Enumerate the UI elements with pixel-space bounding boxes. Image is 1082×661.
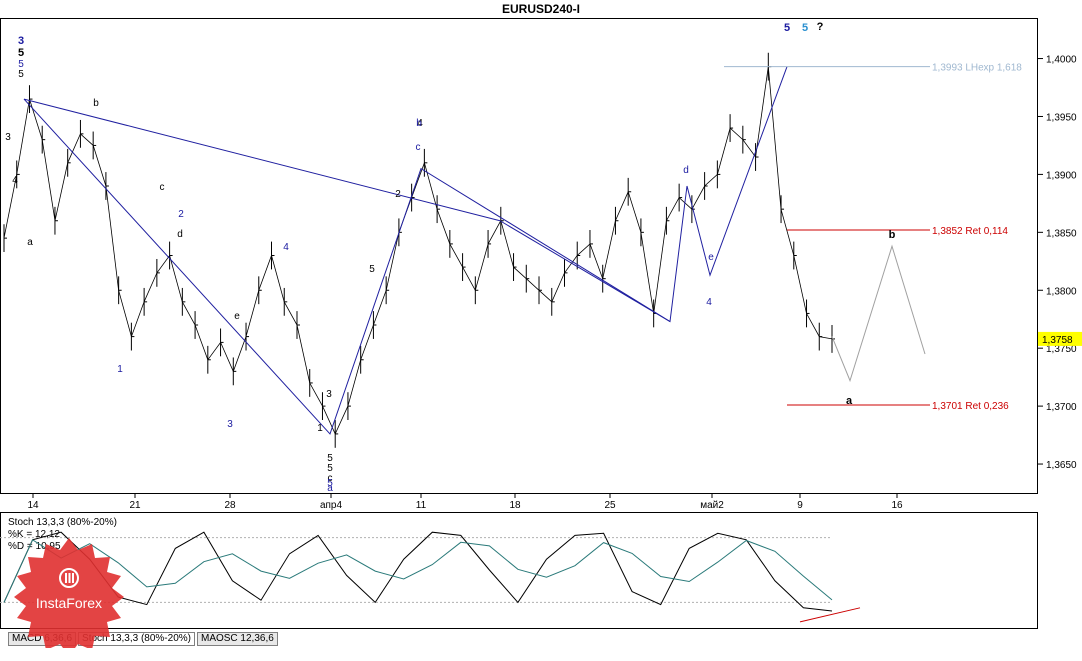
current-price-box	[1038, 331, 1082, 346]
date-tick-label: 9	[797, 500, 803, 511]
wave-label: b	[416, 118, 422, 129]
date-tick-label: 25	[604, 500, 616, 511]
date-tick-label: 18	[509, 500, 521, 511]
wave-label: 1	[317, 423, 323, 434]
wave-label: 4	[12, 175, 18, 186]
wave-label: 2	[395, 189, 401, 200]
tab-maosc[interactable]: MAOSC 12,36,6	[196, 632, 278, 646]
price-tick-label: 1,3800	[1046, 286, 1077, 297]
wave-label: 1	[117, 364, 123, 375]
date-tick-label: май2	[700, 500, 724, 511]
level-label: 1,3993 LНехр 1,618	[932, 63, 1022, 74]
date-tick-label: 21	[129, 500, 141, 511]
wave-label: c	[416, 142, 421, 153]
wave-label: 5	[18, 59, 24, 70]
wave-label: 3	[5, 132, 11, 143]
wave-label: a	[846, 395, 853, 407]
wave-label: c	[160, 182, 165, 193]
logo-starburst	[14, 538, 124, 648]
wave-label: 4	[283, 242, 289, 253]
wave-label: 5	[18, 47, 24, 59]
wave-label: e	[708, 252, 714, 263]
wave-label: e	[234, 311, 240, 322]
stoch-panel-frame	[0, 512, 1038, 629]
level-label: 1,3852 Ret 0,114	[932, 226, 1008, 237]
date-tick-label: апр4	[320, 500, 343, 511]
wave-label: d	[177, 229, 183, 240]
stoch-d: %D = 10,95	[8, 541, 61, 552]
date-tick-label: 16	[891, 500, 903, 511]
price-panel-frame	[0, 18, 1038, 494]
wave-label: 4	[417, 118, 423, 129]
price-tick-label: 1,3650	[1046, 460, 1077, 471]
wave-label: 3	[326, 389, 332, 400]
wave-label: d	[683, 165, 689, 176]
wave-label: b	[93, 98, 99, 109]
stoch-k: %K = 12,12	[8, 529, 60, 540]
current-price-label: 1,3758	[1042, 335, 1073, 346]
instaforex-logo: InstaForex	[14, 538, 124, 648]
projection-line	[831, 244, 926, 383]
logo-text: InstaForex	[36, 595, 102, 611]
wave-label: b	[889, 229, 896, 241]
wave-label: 5	[802, 22, 808, 34]
trend-line	[499, 220, 671, 322]
stoch-name: Stoch 13,3,3 (80%-20%)	[8, 517, 117, 528]
wave-label: c	[328, 473, 333, 484]
level-label: 1,3701 Ret 0,236	[932, 401, 1009, 412]
price-tick-label: 1,3900	[1046, 170, 1077, 181]
stoch-d-line	[3, 539, 833, 603]
stoch-k-line	[3, 531, 833, 612]
date-tick-label: 11	[416, 500, 427, 511]
logo-mark-icon	[59, 568, 79, 588]
stoch-divergence-line	[799, 607, 861, 623]
price-line	[3, 66, 833, 435]
wave-label: 5	[18, 69, 24, 80]
wave-label: 3	[18, 35, 24, 47]
price-tick-label: 1,3850	[1046, 228, 1077, 239]
wave-label: 2	[178, 209, 184, 220]
wave-label: 5	[327, 463, 333, 474]
price-tick-label: 1,4000	[1046, 55, 1077, 66]
date-tick-label: 14	[27, 500, 39, 511]
wave-label: 5	[327, 453, 333, 464]
price-tick-label: 1,3700	[1046, 402, 1077, 413]
wave-label: 4	[706, 297, 712, 308]
wave-label: 3	[227, 419, 233, 430]
wave-label: 5	[784, 22, 790, 34]
wave-label: 5	[369, 264, 375, 275]
wave-label: 5	[327, 478, 333, 489]
date-tick-label: 28	[224, 500, 236, 511]
price-tick-label: 1,3750	[1046, 344, 1077, 355]
chart-title: EURUSD240-I	[502, 2, 580, 16]
wave-label: ?	[817, 21, 824, 33]
trend-line	[23, 98, 501, 222]
wave-label: a	[27, 237, 33, 248]
wave-label: a	[327, 483, 333, 494]
price-tick-label: 1,3950	[1046, 112, 1077, 123]
wave-line	[23, 66, 788, 435]
